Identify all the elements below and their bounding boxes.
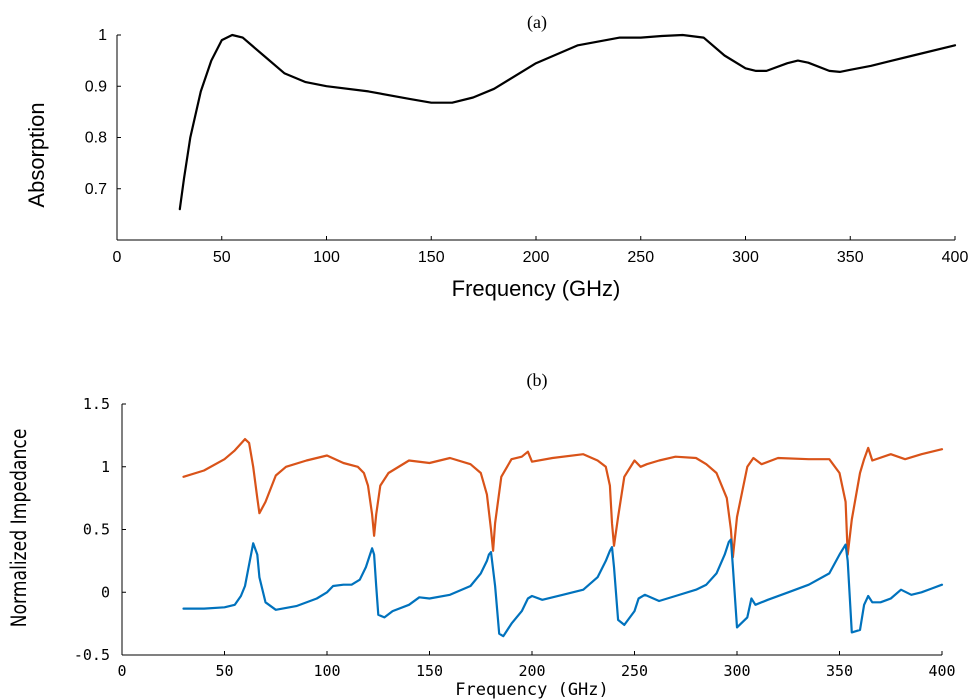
- x-tick-label: 200: [518, 662, 545, 680]
- y-tick-label: 1: [98, 27, 107, 44]
- x-tick-label: 0: [117, 662, 126, 680]
- x-tick-label: 100: [313, 249, 340, 266]
- y-tick-label: 0: [101, 583, 110, 601]
- x-tick-label: 0: [113, 249, 122, 266]
- y-tick-label: -0.5: [74, 646, 110, 664]
- x-tick-label: 150: [418, 249, 445, 266]
- y-tick-label: 0.7: [85, 181, 107, 198]
- x-tick-label: 400: [942, 249, 969, 266]
- x-tick-label: 200: [523, 249, 550, 266]
- y-tick-label: 0.5: [83, 521, 110, 539]
- x-tick-label: 50: [215, 662, 233, 680]
- x-tick-label: 400: [928, 662, 955, 680]
- x-tick-label: 350: [826, 662, 853, 680]
- y-tick-label: 0.9: [85, 78, 107, 95]
- x-tick-label: 50: [213, 249, 231, 266]
- chart-b-title: (b): [527, 370, 548, 391]
- chart-b: (b) 0 50 100 150 200 250 300 350 400 -0.5 0 0.5 1 1.…: [6, 370, 955, 699]
- x-tick-label: 350: [837, 249, 864, 266]
- y-tick-label: 1: [101, 458, 110, 476]
- chart-a-x-label: Frequency (GHz): [452, 276, 621, 301]
- x-tick-label: 300: [732, 249, 759, 266]
- chart-b-x-label: Frequency (GHz): [455, 680, 609, 699]
- series-line-2: [182, 538, 944, 638]
- series-line-1: [182, 438, 944, 559]
- chart-a-y-label: Absorption: [24, 102, 49, 207]
- y-tick-label: 0.8: [85, 130, 107, 147]
- y-tick-label: 1.5: [83, 395, 110, 413]
- chart-b-y-label: Normalized Impedance: [6, 429, 31, 628]
- chart-a: (a) 0 50 100 150 200 250 300 350 400 0.70.80.91 …: [24, 12, 968, 301]
- x-tick-label: 100: [313, 662, 340, 680]
- chart-a-title: (a): [527, 12, 547, 33]
- series-line-1: [178, 33, 957, 211]
- x-tick-label: 250: [627, 249, 654, 266]
- x-tick-label: 250: [621, 662, 648, 680]
- x-tick-label: 150: [416, 662, 443, 680]
- x-tick-label: 300: [723, 662, 750, 680]
